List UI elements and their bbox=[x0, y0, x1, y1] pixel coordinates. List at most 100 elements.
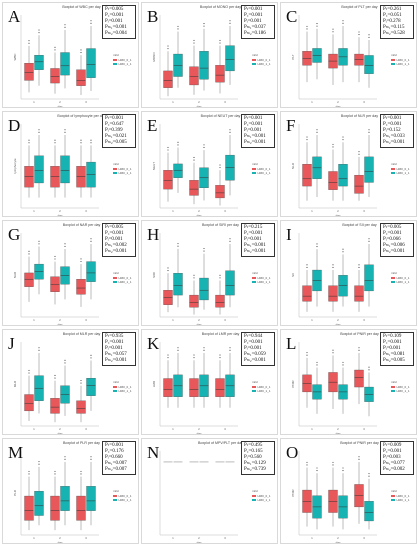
chart-panel-l: 1 2 3 day PNIR L Boxplot of PNIR per day Pₜ=0.1… bbox=[280, 329, 417, 435]
y-axis-label: SII bbox=[291, 273, 295, 277]
outlier-point bbox=[306, 266, 308, 268]
x-tick-label: 3 bbox=[363, 100, 365, 104]
outlier-point bbox=[229, 22, 231, 24]
box-hm0-0-1 bbox=[76, 279, 86, 295]
panel-letter: I bbox=[286, 225, 292, 244]
p-value-text: Pₘ₂=0.007 bbox=[105, 467, 127, 472]
box-hm0-1-1 bbox=[34, 55, 44, 70]
outlier-point bbox=[368, 366, 370, 368]
legend-title: mild bbox=[391, 489, 397, 493]
outlier-point bbox=[80, 470, 82, 472]
outlier-point bbox=[358, 264, 360, 266]
p-value-text: P꜀=0.001 bbox=[244, 231, 263, 236]
x-axis-label: day bbox=[336, 323, 341, 327]
plot-area: 1 2 3 day NLR bbox=[291, 124, 377, 216]
outlier-point bbox=[54, 473, 56, 475]
outlier-point bbox=[358, 153, 360, 155]
outlier-point bbox=[167, 357, 169, 359]
legend-swatch bbox=[391, 62, 395, 66]
outlier-point bbox=[203, 347, 205, 349]
outlier-point bbox=[316, 25, 318, 27]
p-value-box: Pₜ=0.109 P꜀=0.001 Pᵢ=0.001 Pₘ₁=0.081 Pₘ₂=0.0… bbox=[380, 332, 414, 366]
box-hm0-1-1 bbox=[364, 55, 374, 74]
p-value-box: Pₜ=0.944 P꜀=0.001 Pᵢ=0.001 Pₘ₁=0.059 Pₘ₂=0.0… bbox=[241, 332, 275, 366]
outlier-point bbox=[193, 277, 195, 279]
x-axis-label: day bbox=[58, 541, 63, 545]
legend-label: HM0_0_1 bbox=[118, 494, 132, 498]
x-tick-label: 3 bbox=[85, 427, 87, 431]
outlier-point bbox=[219, 167, 221, 169]
outlier-point bbox=[316, 23, 318, 25]
outlier-point bbox=[342, 22, 344, 24]
outlier-point bbox=[90, 139, 92, 141]
chart-panel-f: 1 2 3 day NLR F Boxplot of NLR per day Pₜ=0.001… bbox=[280, 111, 417, 217]
p-value-text: Pᵢ=0.066 bbox=[383, 237, 401, 242]
chart-panel-d: 1 2 3 day lymphocyte D Boxplot of lymphocyte p… bbox=[2, 111, 139, 217]
outlier-point bbox=[177, 349, 179, 351]
legend-label: HM0_0_1 bbox=[257, 58, 271, 62]
x-tick-label: 3 bbox=[363, 427, 365, 431]
legend-swatch bbox=[252, 385, 256, 389]
outlier-point bbox=[203, 146, 205, 149]
outlier-point bbox=[28, 139, 30, 141]
legend-label: HM0_1_1 bbox=[118, 280, 132, 284]
p-value-text: Pₘ₁=0.081 bbox=[383, 352, 405, 357]
x-tick-label: 2 bbox=[198, 536, 200, 540]
plot-area: 1 2 3 day SII bbox=[291, 233, 377, 327]
outlier-point bbox=[177, 347, 179, 349]
legend-title: mild bbox=[113, 53, 119, 57]
p-value-text: P꜀=0.001 bbox=[244, 340, 263, 345]
p-value-text: Pₘ₂=0.001 bbox=[244, 358, 266, 363]
panel-letter: L bbox=[286, 334, 297, 353]
outlier-point bbox=[80, 49, 82, 51]
legend-label: HM0_1_1 bbox=[257, 280, 271, 284]
p-value-text: P꜀=0.001 bbox=[383, 231, 402, 236]
box-hm0-0-1 bbox=[50, 68, 60, 84]
outlier-point bbox=[80, 52, 82, 54]
x-tick-label: 1 bbox=[311, 427, 313, 431]
p-value-text: Pₜ=0.215 bbox=[244, 225, 263, 230]
outlier-point bbox=[342, 251, 344, 253]
p-value-box: Pₜ=0.261 P꜀=0.051 Pᵢ=0.278 Pₘ₁=0.115 Pₘ₂=0.5… bbox=[380, 5, 414, 39]
legend-swatch bbox=[113, 171, 117, 175]
outlier-point bbox=[332, 146, 334, 148]
legend-label: HM0_0_1 bbox=[257, 276, 271, 280]
p-value-text: Pₘ₁=0.001 bbox=[105, 25, 127, 30]
p-value-text: Pₘ₁=0.007 bbox=[105, 461, 127, 466]
outlier-point bbox=[80, 258, 82, 260]
legend-label: HM0_0_1 bbox=[396, 385, 410, 389]
outlier-point bbox=[38, 461, 40, 463]
chart-title: Boxplot of NAR per day bbox=[62, 223, 101, 227]
p-value-text: Pₘ₁=0.057 bbox=[105, 352, 127, 357]
outlier-point bbox=[332, 461, 334, 463]
outlier-point bbox=[368, 240, 370, 242]
outlier-point bbox=[64, 458, 66, 460]
y-axis-label: NEUT bbox=[152, 162, 156, 170]
box-hm0-1-1 bbox=[60, 155, 70, 184]
p-value-box: Pₜ=0.935 P꜀=0.001 Pᵢ=0.001 Pₘ₁=0.057 Pₘ₂=0.0… bbox=[102, 332, 136, 366]
legend-title: mild bbox=[252, 162, 258, 166]
box-hm0-0-1 bbox=[189, 294, 199, 308]
legend-label: HM0_0_1 bbox=[118, 58, 132, 62]
legend-label: HM0_0_1 bbox=[118, 167, 132, 171]
chart-panel-e: 1 2 3 day NEUT E Boxplot of NEUT per day Pₜ=0.0… bbox=[141, 111, 278, 217]
p-value-text: Pₘ₁=0.021 bbox=[105, 134, 127, 139]
x-tick-label: 2 bbox=[59, 536, 61, 540]
legend-item: HM0_1_1 bbox=[113, 389, 135, 393]
outlier-point bbox=[316, 470, 318, 472]
outlier-point bbox=[28, 473, 30, 475]
outlier-point bbox=[167, 146, 169, 148]
box-hm0-1-1 bbox=[86, 261, 96, 282]
outlier-point bbox=[332, 264, 334, 266]
outlier-point bbox=[342, 139, 344, 141]
legend-swatch bbox=[252, 494, 256, 498]
p-value-text: Pₘ₂=0.739 bbox=[244, 467, 266, 472]
x-tick-label: 2 bbox=[337, 318, 339, 322]
p-value-text: Pₘ₂=0.001 bbox=[383, 140, 405, 145]
box-hm0-1-1 bbox=[338, 164, 348, 187]
outlier-point bbox=[64, 131, 66, 133]
outlier-point bbox=[80, 142, 82, 144]
p-value-text: Pₘ₂=0.002 bbox=[383, 467, 405, 472]
legend-label: HM0_1_1 bbox=[257, 171, 271, 175]
